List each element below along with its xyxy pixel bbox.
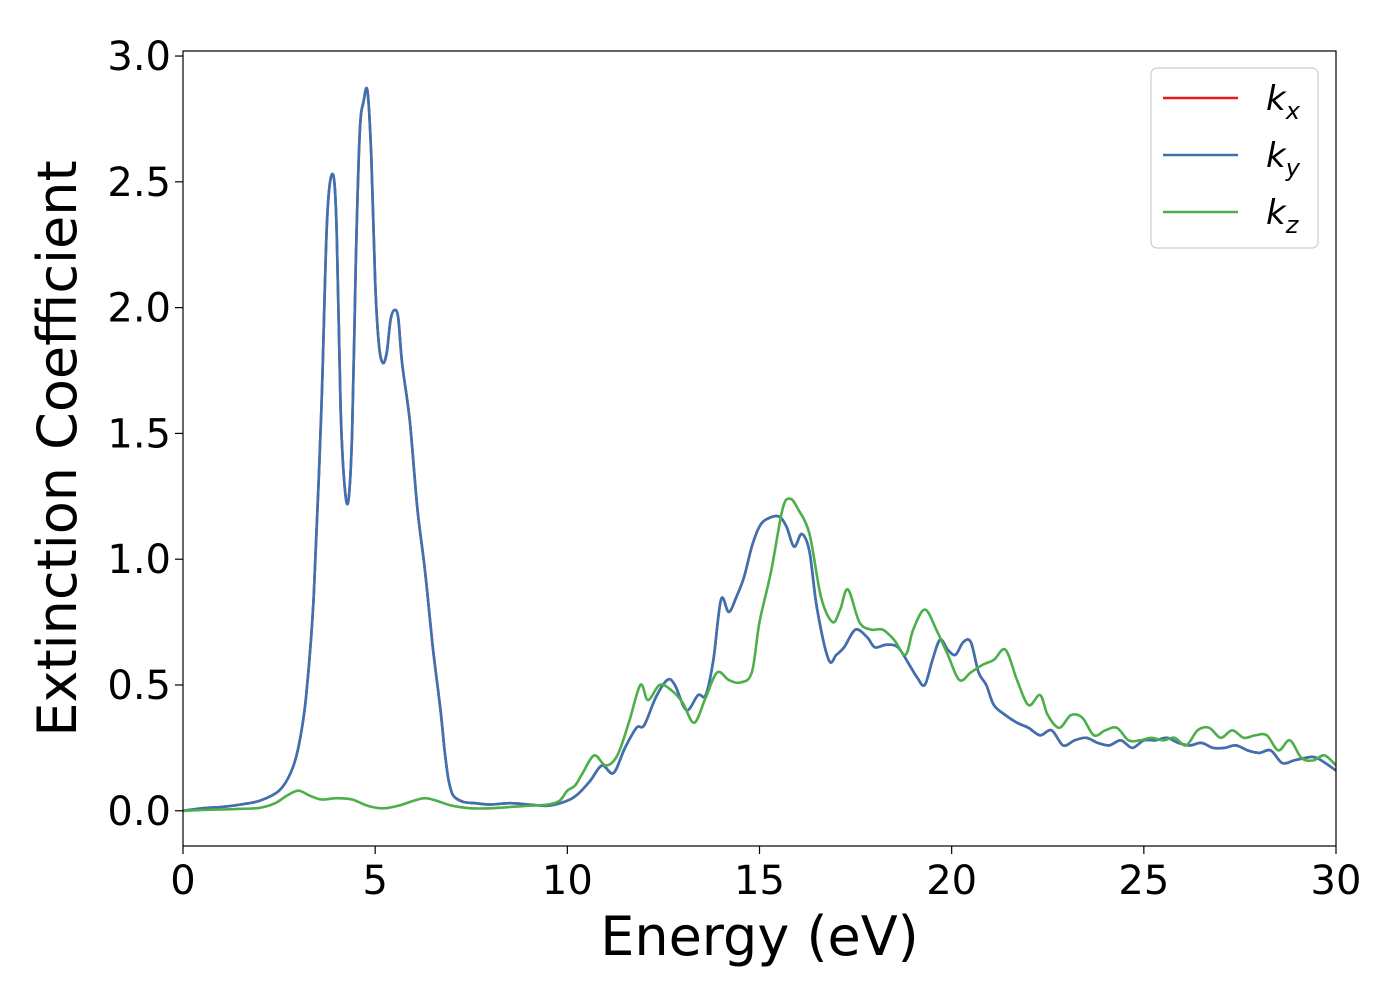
y-tick-label: 2.0 (107, 286, 171, 332)
y-axis: 0.0 0.5 1.0 1.5 2.0 2.5 3.0 (107, 34, 183, 835)
y-tick-label: 3.0 (107, 34, 171, 80)
x-tick-label: 0 (170, 858, 195, 904)
y-tick-label: 0.5 (107, 663, 171, 709)
x-axis: 0 5 10 15 20 25 30 (170, 846, 1361, 904)
y-tick-label: 2.5 (107, 160, 171, 206)
legend-label-kz: kz (1266, 193, 1300, 239)
series-layer (183, 86, 1336, 813)
y-tick-label: 1.5 (107, 411, 171, 457)
x-tick-label: 20 (926, 858, 977, 904)
series-line-kz (183, 497, 1336, 813)
y-tick-label: 1.0 (107, 537, 171, 583)
x-tick-label: 15 (734, 858, 785, 904)
x-axis-label: Energy (eV) (600, 905, 919, 968)
x-tick-label: 25 (1118, 858, 1169, 904)
x-tick-label: 30 (1311, 858, 1362, 904)
x-tick-label: 5 (362, 858, 387, 904)
x-tick-label: 10 (542, 858, 593, 904)
y-tick-label: 0.0 (107, 789, 171, 835)
y-axis-label: Extinction Coefficient (26, 160, 89, 736)
legend-box (1150, 67, 1319, 249)
